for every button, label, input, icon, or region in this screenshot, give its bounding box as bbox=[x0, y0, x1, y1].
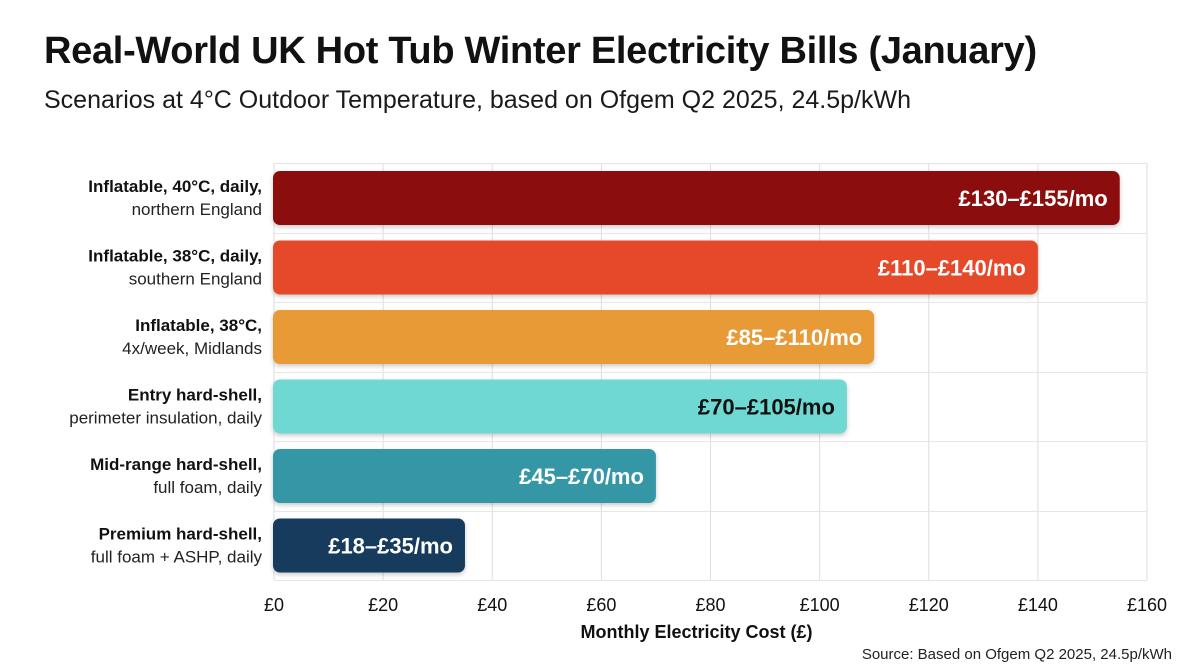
bar bbox=[273, 379, 847, 434]
chart-title: Real-World UK Hot Tub Winter Electricity… bbox=[44, 30, 1037, 72]
category-label-detail: perimeter insulation, daily bbox=[69, 409, 262, 428]
x-tick-label: £120 bbox=[909, 595, 949, 615]
bar-value-label: £85–£110/mo bbox=[726, 325, 862, 350]
category-label-main: Mid-range hard-shell, bbox=[90, 455, 262, 474]
bars: £130–£155/mo £110–£140/mo £85–£110/mo £70–£… bbox=[273, 171, 1120, 573]
category-label-detail: 4x/week, Midlands bbox=[122, 339, 262, 358]
bar-value-label: £130–£155/mo bbox=[958, 186, 1107, 211]
x-tick-label: £0 bbox=[264, 595, 284, 615]
bar-value-label: £110–£140/mo bbox=[878, 256, 1026, 281]
x-tick-label: £140 bbox=[1018, 595, 1058, 615]
category-labels: Inflatable, 40°C, daily, northern England… bbox=[69, 177, 262, 567]
bar-value-label: £18–£35/mo bbox=[328, 534, 453, 559]
x-axis-label: Monthly Electricity Cost (£) bbox=[580, 622, 812, 642]
grid-lines bbox=[273, 163, 1148, 581]
bar bbox=[273, 449, 656, 503]
x-tick-label: £80 bbox=[695, 595, 725, 615]
category-label-detail: full foam + ASHP, daily bbox=[91, 548, 263, 567]
bar-value-label: £70–£105/mo bbox=[698, 395, 835, 420]
category-label-main: Premium hard-shell, bbox=[99, 525, 262, 544]
bar bbox=[273, 240, 1038, 295]
x-tick-label: £160 bbox=[1127, 595, 1167, 615]
x-tick-label: £20 bbox=[368, 595, 398, 615]
x-tick-label: £100 bbox=[800, 595, 840, 615]
category-label-detail: full foam, daily bbox=[153, 478, 262, 497]
category-label-detail: northern England bbox=[132, 200, 262, 219]
bar bbox=[273, 310, 875, 364]
category-label-main: Inflatable, 38°C, daily, bbox=[88, 247, 262, 266]
x-tick-label: £40 bbox=[477, 595, 507, 615]
category-label-detail: southern England bbox=[129, 270, 262, 289]
chart-subtitle: Scenarios at 4°C Outdoor Temperature, ba… bbox=[44, 86, 911, 114]
category-label-main: Inflatable, 40°C, daily, bbox=[88, 177, 262, 196]
category-label-main: Entry hard-shell, bbox=[128, 386, 262, 405]
bar bbox=[273, 171, 1120, 225]
category-label-main: Inflatable, 38°C, bbox=[135, 316, 262, 335]
x-tick-label: £60 bbox=[586, 595, 616, 615]
x-axis-ticks: £0 £20 £40 £60 £80 £100 £120 £140 £160 bbox=[264, 595, 1167, 615]
bar-value-label: £45–£70/mo bbox=[519, 464, 644, 489]
bar bbox=[273, 518, 465, 573]
source-note: Source: Based on Ofgem Q2 2025, 24.5p/kW… bbox=[861, 646, 1172, 663]
